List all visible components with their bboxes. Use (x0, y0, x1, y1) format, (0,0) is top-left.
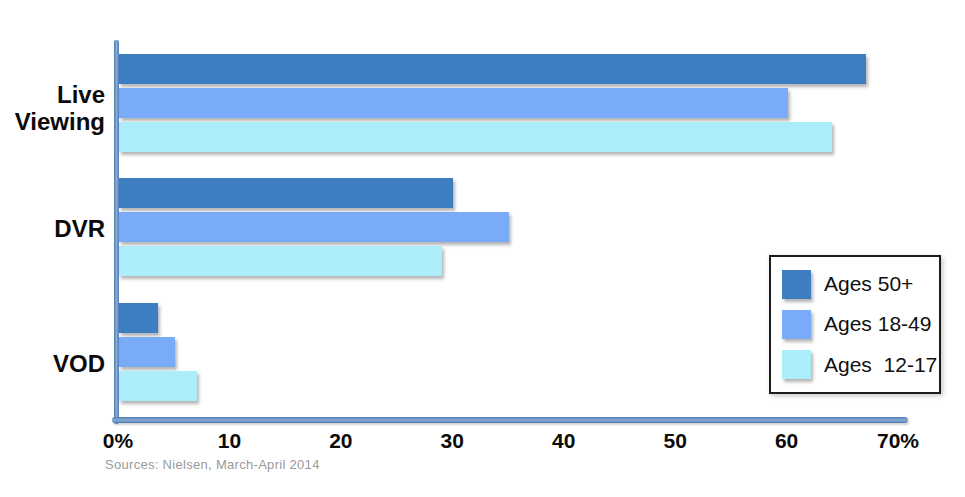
bar-vod-ages-12-17 (119, 371, 197, 401)
legend: Ages 50+ Ages 18-49 Ages 12-17 (769, 255, 941, 394)
bar-vod-ages-18-49 (119, 337, 175, 367)
x-tick-50: 50 (663, 429, 686, 453)
x-tick-20: 20 (329, 429, 352, 453)
x-tick-30: 30 (441, 429, 464, 453)
bar-vod-ages-50- (119, 303, 158, 333)
legend-label-ages-18-49: Ages 18-49 (824, 312, 931, 336)
bar-live-viewing-ages-18-49 (119, 88, 788, 118)
x-axis-line (112, 417, 908, 423)
bar-chart: Live Viewing DVR VOD 0% 10 20 30 40 50 60 70% Age… (0, 0, 965, 497)
bar-dvr-ages-12-17 (119, 246, 442, 276)
legend-item-ages-50-: Ages 50+ (782, 270, 933, 299)
category-label-vod: VOD (0, 350, 105, 377)
x-tick-40: 40 (552, 429, 575, 453)
legend-swatch-ages-50- (782, 270, 811, 299)
bar-dvr-ages-50- (119, 178, 453, 208)
x-tick-70-: 70% (877, 429, 919, 453)
legend-item-ages-12-17: Ages 12-17 (782, 350, 933, 379)
legend-label-ages-12-17: Ages 12-17 (824, 353, 937, 377)
bar-live-viewing-ages-12-17 (119, 122, 832, 152)
category-label-dvr: DVR (0, 215, 105, 242)
legend-item-ages-18-49: Ages 18-49 (782, 310, 933, 339)
bar-live-viewing-ages-50- (119, 54, 866, 84)
x-tick-0-: 0% (103, 429, 133, 453)
category-label-live-viewing: Live Viewing (0, 81, 105, 135)
source-note: Sources: Nielsen, March-April 2014 (105, 457, 320, 472)
x-tick-60: 60 (775, 429, 798, 453)
x-tick-10: 10 (218, 429, 241, 453)
legend-swatch-ages-18-49 (782, 310, 811, 339)
legend-label-ages-50-: Ages 50+ (824, 272, 913, 296)
legend-swatch-ages-12-17 (782, 350, 811, 379)
bar-dvr-ages-18-49 (119, 212, 509, 242)
